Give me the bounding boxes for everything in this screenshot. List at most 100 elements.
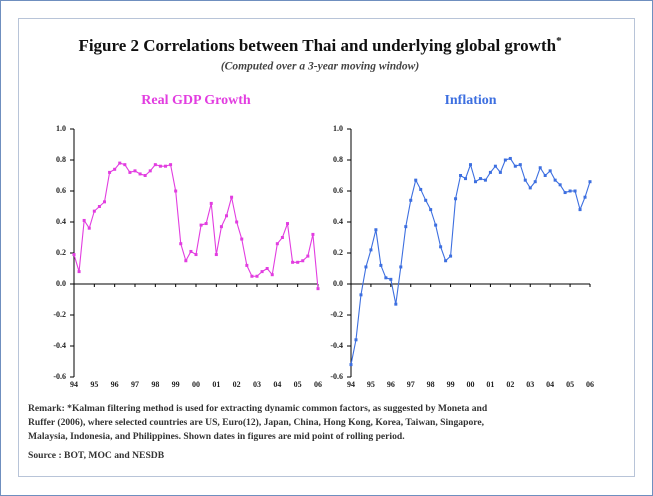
point [72,253,76,257]
point [384,276,388,280]
chart-title: Real GDP Growth [141,93,251,108]
y-tick-label: 0.0 [333,279,343,288]
remark-line: Malaysia, Indonesia, and Philippines. Sh… [28,431,405,442]
point [409,198,413,202]
point [369,248,373,252]
point [138,172,142,176]
point [270,273,274,277]
point [528,186,532,190]
point [209,201,213,205]
point [449,254,453,258]
point [280,236,284,239]
point [548,169,552,173]
point [568,189,572,193]
point [434,223,438,227]
point [316,287,320,291]
y-tick-label: 0.6 [56,186,66,195]
point [394,302,398,306]
point [291,260,295,264]
x-tick-label: 01 [486,380,494,389]
point [158,164,162,168]
x-tick-label: 94 [347,380,355,389]
y-tick-label: -0.6 [53,372,66,381]
remark-line: Remark: *Kalman filtering method is used… [28,403,488,414]
point [364,265,368,269]
x-tick-label: 96 [111,380,119,389]
point [533,180,537,184]
point [214,253,218,257]
x-tick-label: 05 [566,380,574,389]
point [103,200,106,204]
point [240,237,244,241]
point [199,223,203,227]
point [286,222,289,226]
y-tick-label: 0.8 [333,155,343,164]
point [349,363,353,367]
point [483,178,487,182]
point [169,163,173,167]
point [464,177,468,181]
x-tick-label: 94 [70,380,78,389]
point [164,164,167,168]
y-tick-label: 0.6 [333,186,343,195]
point [255,274,259,278]
point [153,163,157,167]
point [459,174,463,177]
point [498,170,502,174]
point [374,228,378,232]
point [230,195,234,199]
point [389,277,393,281]
point [399,265,403,269]
point [538,166,542,170]
point [424,198,428,202]
figure-title: Figure 2 Correlations between Thai and u… [78,35,562,55]
point [573,189,577,193]
title-text: Figure 2 Correlations between Thai and u… [78,36,556,55]
chart-title: Inflation [444,93,496,108]
x-tick-label: 02 [233,380,241,389]
point [583,195,587,199]
point [296,260,300,264]
point [414,178,418,182]
x-tick-label: 96 [387,380,395,389]
y-tick-label: 0.2 [56,248,66,257]
y-tick-label: -0.2 [330,310,343,319]
x-tick-label: 03 [253,380,261,389]
point [404,225,408,229]
point [245,263,249,267]
y-tick-label: -0.4 [53,341,66,350]
point [260,270,264,274]
y-tick-label: 0.4 [333,217,343,226]
point [77,270,81,274]
point [419,187,423,191]
y-tick-label: 1.0 [333,124,343,133]
point [478,177,482,181]
y-tick-label: 0.0 [56,279,66,288]
point [265,267,269,270]
x-tick-label: 06 [586,380,594,389]
point [518,163,522,167]
x-tick-label: 99 [447,380,455,389]
x-tick-label: 04 [273,380,281,389]
x-tick-label: 04 [546,380,554,389]
point [488,170,492,174]
point [143,174,147,177]
point [250,274,254,278]
x-tick-label: 01 [212,380,220,389]
point [359,293,363,297]
point [493,164,497,168]
point [563,191,567,195]
point [473,180,477,184]
figure-subtitle: (Computed over a 3-year moving window) [221,61,420,73]
y-tick-label: -0.4 [330,341,343,350]
point [128,170,132,174]
y-tick-label: -0.6 [330,372,343,381]
point [454,197,458,201]
y-tick-label: 0.4 [56,217,66,226]
point [558,183,562,187]
point [523,178,527,182]
point [543,174,547,177]
point [113,167,117,171]
x-tick-label: 06 [314,380,322,389]
